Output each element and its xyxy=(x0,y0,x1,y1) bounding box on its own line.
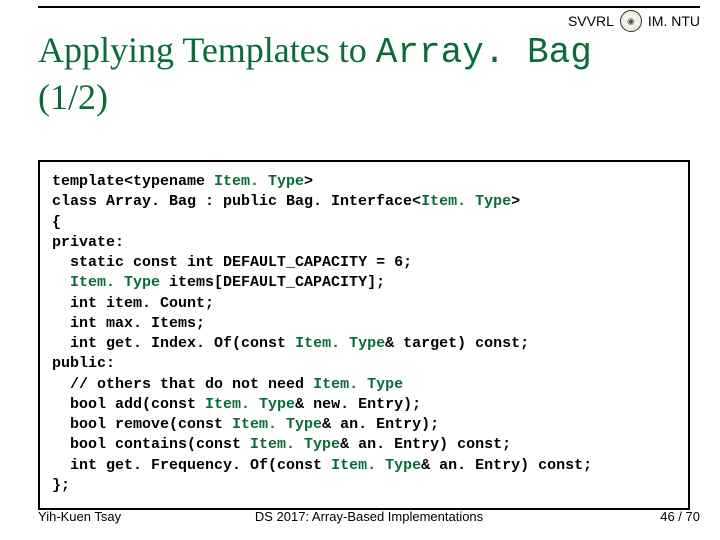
code-line: { xyxy=(52,213,676,233)
code-line: int max. Items; xyxy=(52,314,676,334)
code-text: & an. Entry) const; xyxy=(421,457,592,474)
code-highlight: Item. Type xyxy=(295,335,385,352)
code-highlight: Item. Type xyxy=(250,436,340,453)
code-highlight: Item. Type xyxy=(205,396,295,413)
code-line: bool contains(const Item. Type& an. Entr… xyxy=(52,435,676,455)
code-text: int item. Count; xyxy=(70,295,214,312)
code-text: public: xyxy=(52,355,115,372)
code-line: int get. Frequency. Of(const Item. Type&… xyxy=(52,456,676,476)
code-line: bool add(const Item. Type& new. Entry); xyxy=(52,395,676,415)
code-highlight: Item. Type xyxy=(313,376,403,393)
code-text: & new. Entry); xyxy=(295,396,421,413)
footer-page-number: 46 / 70 xyxy=(660,509,700,524)
code-line: template<typename Item. Type> xyxy=(52,172,676,192)
code-line: int item. Count; xyxy=(52,294,676,314)
code-text: { xyxy=(52,214,61,231)
code-line: }; xyxy=(52,476,676,496)
code-text: int get. Index. Of(const xyxy=(70,335,295,352)
code-line: bool remove(const Item. Type& an. Entry)… xyxy=(52,415,676,435)
code-line: class Array. Bag : public Bag. Interface… xyxy=(52,192,676,212)
header-left-label: SVVRL xyxy=(568,13,614,29)
code-text: class Array. Bag : public Bag. Interface… xyxy=(52,193,421,210)
footer-author: Yih-Kuen Tsay xyxy=(38,509,121,524)
code-line: public: xyxy=(52,354,676,374)
code-text: bool remove(const xyxy=(70,416,232,433)
code-block: template<typename Item. Type>class Array… xyxy=(38,160,690,510)
code-text: int get. Frequency. Of(const xyxy=(70,457,331,474)
code-text: private: xyxy=(52,234,124,251)
code-text: & an. Entry); xyxy=(322,416,439,433)
title-suffix: (1/2) xyxy=(38,77,108,117)
code-text: }; xyxy=(52,477,70,494)
code-highlight: Item. Type xyxy=(232,416,322,433)
footer-course: DS 2017: Array-Based Implementations xyxy=(255,509,483,524)
code-text: // others that do not need xyxy=(70,376,313,393)
code-text: > xyxy=(304,173,313,190)
code-highlight: Item. Type xyxy=(214,173,304,190)
code-line: private: xyxy=(52,233,676,253)
code-text: & an. Entry) const; xyxy=(340,436,511,453)
code-line: Item. Type items[DEFAULT_CAPACITY]; xyxy=(52,273,676,293)
title-mono: Array. Bag xyxy=(376,32,592,73)
code-text: bool add(const xyxy=(70,396,205,413)
code-text: int max. Items; xyxy=(70,315,205,332)
code-highlight: Item. Type xyxy=(331,457,421,474)
code-text: > xyxy=(511,193,520,210)
code-highlight: Item. Type xyxy=(421,193,511,210)
header-right-label: IM. NTU xyxy=(648,13,700,29)
code-line: // others that do not need Item. Type xyxy=(52,375,676,395)
slide-footer: Yih-Kuen Tsay DS 2017: Array-Based Imple… xyxy=(38,509,700,524)
header-divider xyxy=(38,6,700,8)
title-prefix: Applying Templates to xyxy=(38,30,376,70)
code-line: int get. Index. Of(const Item. Type& tar… xyxy=(52,334,676,354)
code-text: static const int DEFAULT_CAPACITY = 6; xyxy=(70,254,412,271)
code-highlight: Item. Type xyxy=(70,274,160,291)
code-text: template<typename xyxy=(52,173,214,190)
slide-title: Applying Templates to Array. Bag (1/2) xyxy=(38,28,592,120)
code-text: items[DEFAULT_CAPACITY]; xyxy=(160,274,385,291)
code-line: static const int DEFAULT_CAPACITY = 6; xyxy=(52,253,676,273)
code-text: bool contains(const xyxy=(70,436,250,453)
ntu-logo-icon: ◉ xyxy=(620,10,642,32)
code-text: & target) const; xyxy=(385,335,529,352)
